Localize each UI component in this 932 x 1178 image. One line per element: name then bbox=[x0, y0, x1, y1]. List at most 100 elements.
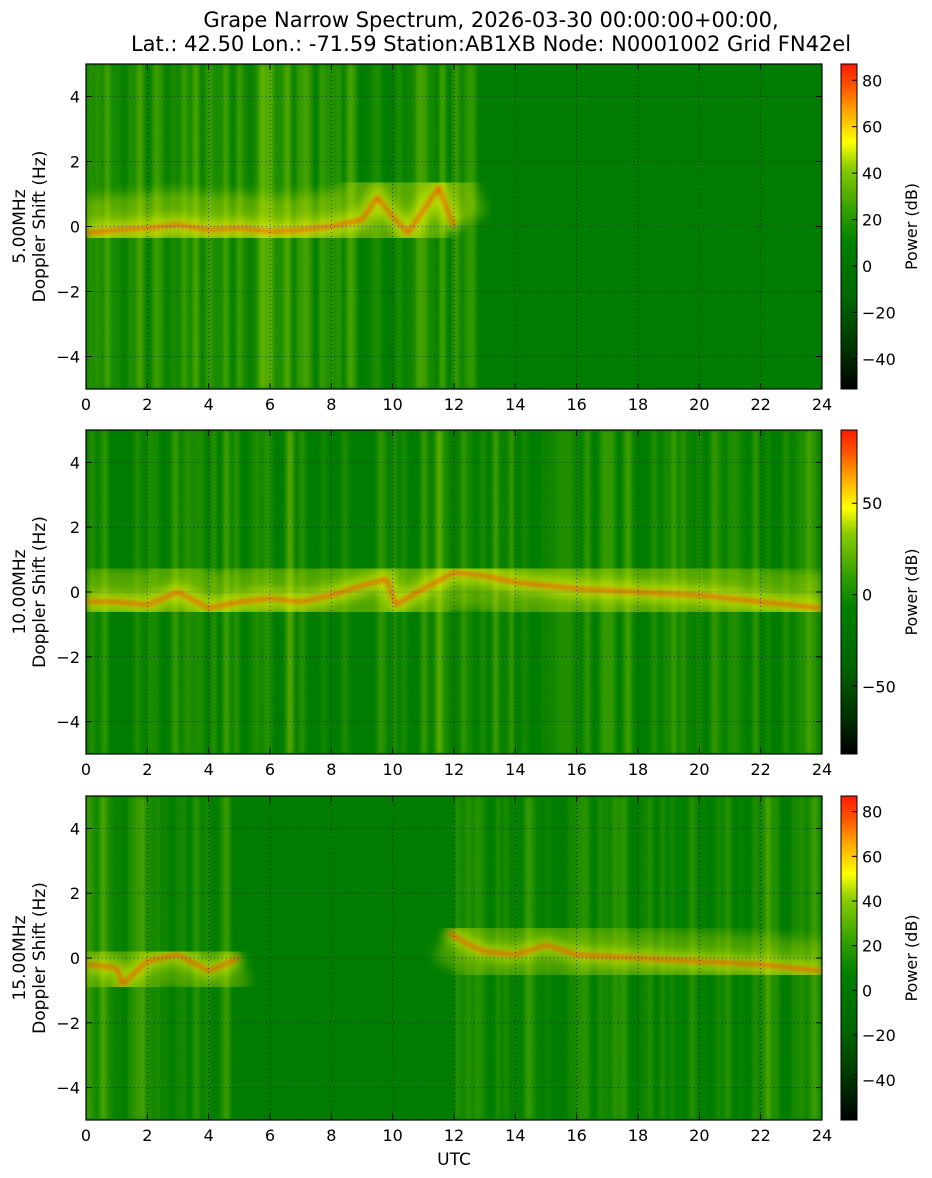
y-tick-label: 0 bbox=[70, 218, 80, 237]
y-axis-label-doppler: Doppler Shift (Hz) bbox=[30, 516, 50, 668]
colorbar-tick-label: 40 bbox=[862, 892, 882, 911]
trace-line bbox=[447, 930, 822, 973]
x-tick-label: 18 bbox=[628, 760, 648, 779]
colorbar bbox=[840, 795, 858, 1121]
colorbar-tick-label: 60 bbox=[862, 847, 882, 866]
colorbar-tick-label: 50 bbox=[862, 494, 882, 513]
colorbar-tick-label: −50 bbox=[862, 677, 896, 696]
colorbar-tick-label: −40 bbox=[862, 1071, 896, 1090]
x-tick-label: 0 bbox=[81, 1126, 91, 1145]
heatmap-streak bbox=[455, 64, 460, 389]
x-tick-label: 2 bbox=[142, 1126, 152, 1145]
x-tick-label: 0 bbox=[81, 395, 91, 414]
y-axis-label-band: 10.00MHz bbox=[10, 549, 30, 634]
y-tick-label: 2 bbox=[70, 518, 80, 537]
x-tick-label: 16 bbox=[566, 760, 586, 779]
trace-line bbox=[86, 953, 240, 987]
x-tick-label: 10 bbox=[382, 395, 402, 414]
colorbar-tick-label: 20 bbox=[862, 937, 882, 956]
x-tick-label: 14 bbox=[505, 395, 525, 414]
x-tick-label: 22 bbox=[750, 760, 770, 779]
colorbar-tick-label: 20 bbox=[862, 211, 882, 230]
y-tick-label: −2 bbox=[56, 283, 80, 302]
x-tick-label: 22 bbox=[750, 395, 770, 414]
heatmap-streak bbox=[466, 64, 470, 389]
x-tick-label: 6 bbox=[265, 1126, 275, 1145]
x-tick-label: 4 bbox=[204, 395, 214, 414]
x-tick-label: 4 bbox=[204, 760, 214, 779]
x-tick-label: 10 bbox=[382, 760, 402, 779]
y-tick-label: 0 bbox=[70, 583, 80, 602]
figure-title-line-1: Grape Narrow Spectrum, 2026-03-30 00:00:… bbox=[203, 8, 778, 32]
x-tick-label: 8 bbox=[326, 395, 336, 414]
x-tick-label: 18 bbox=[628, 1126, 648, 1145]
x-tick-label: 18 bbox=[628, 395, 648, 414]
y-tick-label: 4 bbox=[70, 819, 80, 838]
colorbar-label: Power (dB) bbox=[902, 183, 921, 270]
x-tick-label: 20 bbox=[689, 1126, 709, 1145]
heatmap-streak bbox=[464, 64, 466, 389]
x-tick-label: 0 bbox=[81, 760, 91, 779]
plot-area bbox=[86, 796, 822, 1120]
colorbar-tick-label: −20 bbox=[862, 303, 896, 322]
colorbar-tick-label: 40 bbox=[862, 164, 882, 183]
colorbar-tick-label: 60 bbox=[862, 118, 882, 137]
x-tick-label: 24 bbox=[812, 1126, 832, 1145]
x-tick-label: 24 bbox=[812, 760, 832, 779]
heatmap-streak bbox=[469, 64, 473, 389]
colorbar bbox=[840, 429, 858, 755]
y-axis-label-band: 5.00MHz bbox=[10, 189, 30, 263]
colorbar-label: Power (dB) bbox=[902, 548, 921, 635]
x-tick-label: 4 bbox=[204, 1126, 214, 1145]
colorbar bbox=[840, 63, 858, 390]
x-tick-label: 22 bbox=[750, 1126, 770, 1145]
colorbar-tick-label: 0 bbox=[862, 257, 872, 276]
y-tick-label: −4 bbox=[56, 348, 80, 367]
colorbar-tick-label: 80 bbox=[862, 803, 882, 822]
x-tick-label: 6 bbox=[265, 395, 275, 414]
x-tick-label: 12 bbox=[444, 395, 464, 414]
x-tick-label: 2 bbox=[142, 760, 152, 779]
y-axis-label-doppler: Doppler Shift (Hz) bbox=[30, 882, 50, 1034]
y-tick-label: 2 bbox=[70, 884, 80, 903]
x-tick-label: 20 bbox=[689, 395, 709, 414]
colorbar-tick-label: 0 bbox=[862, 586, 872, 605]
plot-area bbox=[86, 430, 822, 754]
y-axis-label-band: 15.00MHz bbox=[10, 915, 30, 1000]
x-tick-label: 8 bbox=[326, 760, 336, 779]
x-tick-label: 12 bbox=[444, 1126, 464, 1145]
x-tick-label: 6 bbox=[265, 760, 275, 779]
y-tick-label: −4 bbox=[56, 1079, 80, 1098]
y-tick-label: −2 bbox=[56, 1014, 80, 1033]
x-tick-label: 20 bbox=[689, 760, 709, 779]
colorbar-tick-label: 0 bbox=[862, 981, 872, 1000]
colorbar-tick-label: −20 bbox=[862, 1026, 896, 1045]
x-tick-label: 16 bbox=[566, 395, 586, 414]
plot-area bbox=[86, 64, 822, 389]
x-axis-label: UTC bbox=[437, 1150, 471, 1170]
y-tick-label: −4 bbox=[56, 713, 80, 732]
y-tick-label: 0 bbox=[70, 949, 80, 968]
x-tick-label: 14 bbox=[505, 760, 525, 779]
figure-title-line-2: Lat.: 42.50 Lon.: -71.59 Station:AB1XB N… bbox=[131, 32, 851, 56]
y-tick-label: −2 bbox=[56, 648, 80, 667]
y-tick-label: 4 bbox=[70, 453, 80, 472]
trace-line bbox=[86, 571, 822, 610]
colorbar-label: Power (dB) bbox=[902, 914, 921, 1001]
y-axis-label-doppler: Doppler Shift (Hz) bbox=[30, 151, 50, 303]
x-tick-label: 2 bbox=[142, 395, 152, 414]
colorbar-tick-label: −40 bbox=[862, 350, 896, 369]
y-tick-label: 4 bbox=[70, 88, 80, 107]
x-tick-label: 24 bbox=[812, 395, 832, 414]
x-tick-label: 12 bbox=[444, 760, 464, 779]
x-tick-label: 14 bbox=[505, 1126, 525, 1145]
x-tick-label: 8 bbox=[326, 1126, 336, 1145]
colorbar-tick-label: 80 bbox=[862, 71, 882, 90]
y-tick-label: 2 bbox=[70, 153, 80, 172]
x-tick-label: 10 bbox=[382, 1126, 402, 1145]
